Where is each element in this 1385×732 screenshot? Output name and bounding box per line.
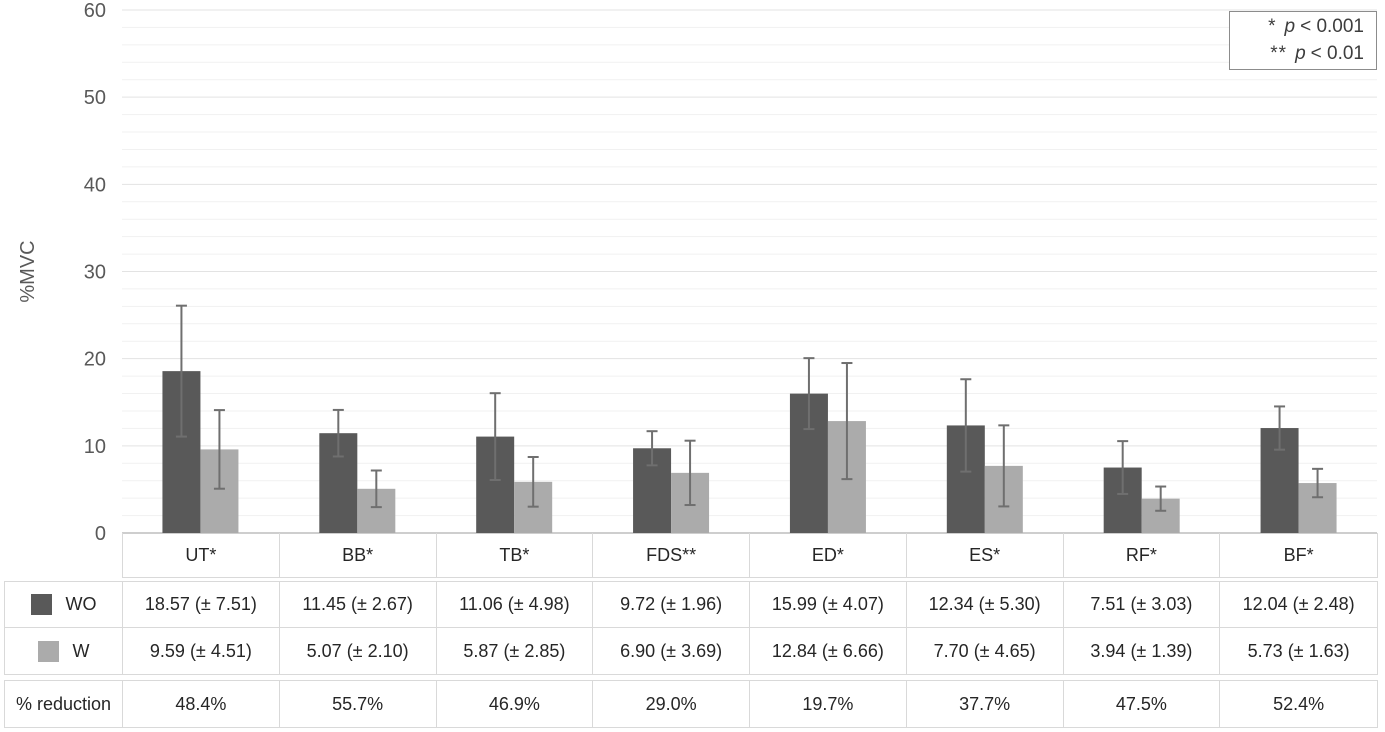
y-tick-label: 60: [84, 0, 106, 22]
w-value-ed: 12.84 (± 6.66): [750, 628, 907, 674]
reduction-bb: 55.7%: [280, 681, 437, 727]
w-value-rf: 3.94 (± 1.39): [1064, 628, 1221, 674]
percent-reduction-row: % reduction 48.4% 55.7% 46.9% 29.0% 19.7…: [4, 680, 1378, 728]
significance-legend: * p < 0.001 ** p < 0.01: [1229, 11, 1377, 70]
reduction-ed: 19.7%: [750, 681, 907, 727]
y-tick-label: 0: [95, 523, 106, 545]
double-asterisk-marker: **: [1270, 42, 1288, 64]
y-tick-label: 10: [84, 436, 106, 458]
p-threshold: < 0.001: [1300, 15, 1364, 37]
mean-sd-table: WO 18.57 (± 7.51) 11.45 (± 2.67) 11.06 (…: [4, 581, 1378, 675]
wo-value-bf: 12.04 (± 2.48): [1220, 582, 1377, 628]
legend-key-wo: WO: [5, 582, 123, 628]
w-value-bf: 5.73 (± 1.63): [1247, 640, 1350, 661]
wo-value-fds: 9.72 (± 1.96): [593, 582, 750, 628]
y-tick-label: 20: [84, 349, 106, 371]
y-tick-label: 30: [84, 262, 106, 284]
p-variable: p: [1284, 15, 1296, 37]
column-header-bf: BF*: [1283, 544, 1314, 565]
wo-color-swatch: [30, 594, 52, 615]
legend-key-w: W: [5, 628, 123, 674]
w-value-ut: 9.59 (± 4.51): [123, 628, 280, 674]
wo-value-ut: 18.57 (± 7.51): [123, 582, 280, 628]
y-tick-label: 50: [84, 87, 106, 109]
row-label-wo: WO: [65, 594, 97, 614]
column-header-ut: UT*: [123, 533, 280, 577]
wo-value-ed: 15.99 (± 4.07): [750, 582, 907, 628]
column-header-es: ES*: [907, 533, 1064, 577]
w-value-es: 7.70 (± 4.65): [907, 628, 1064, 674]
p-threshold: < 0.01: [1310, 42, 1364, 64]
column-header-fds: FDS**: [593, 533, 750, 577]
wo-value-tb: 11.06 (± 4.98): [436, 582, 594, 628]
legend-entry-p-001: * p < 0.001: [1268, 14, 1364, 41]
column-header-bb: BB*: [280, 533, 437, 577]
wo-value-es: 12.34 (± 5.30): [906, 582, 1064, 628]
reduction-bf: 52.4%: [1273, 693, 1325, 714]
row-label-reduction: % reduction: [5, 681, 123, 727]
y-tick-label: 40: [84, 174, 106, 196]
bar-chart-plot-area: 0 10 20 30 40 50 60 %MVC: [17, 0, 1377, 545]
w-value-bb: 5.07 (± 2.10): [280, 628, 437, 674]
column-header-tb: TB*: [437, 533, 594, 577]
reduction-rf: 47.5%: [1064, 681, 1221, 727]
p-variable: p: [1295, 42, 1306, 64]
column-header-rf: RF*: [1064, 533, 1221, 577]
w-value-fds: 6.90 (± 3.69): [593, 628, 750, 674]
asterisk-marker: *: [1268, 15, 1277, 37]
y-axis-title: %MVC: [17, 240, 39, 302]
reduction-es: 37.7%: [907, 681, 1064, 727]
reduction-tb: 46.9%: [437, 681, 594, 727]
wo-value-bb: 11.45 (± 2.67): [279, 582, 437, 628]
wo-value-rf: 7.51 (± 3.03): [1063, 582, 1221, 628]
reduction-fds: 29.0%: [593, 681, 750, 727]
w-value-tb: 5.87 (± 2.85): [437, 628, 594, 674]
table-header-row: UT* BB* TB* FDS** ED* ES* RF* BF*: [122, 533, 1378, 578]
row-label-w: W: [72, 640, 90, 661]
w-color-swatch: [37, 640, 59, 662]
column-header-ed: ED*: [750, 533, 907, 577]
legend-entry-p-01: ** p < 0.01: [1270, 41, 1364, 68]
reduction-ut: 48.4%: [123, 681, 280, 727]
